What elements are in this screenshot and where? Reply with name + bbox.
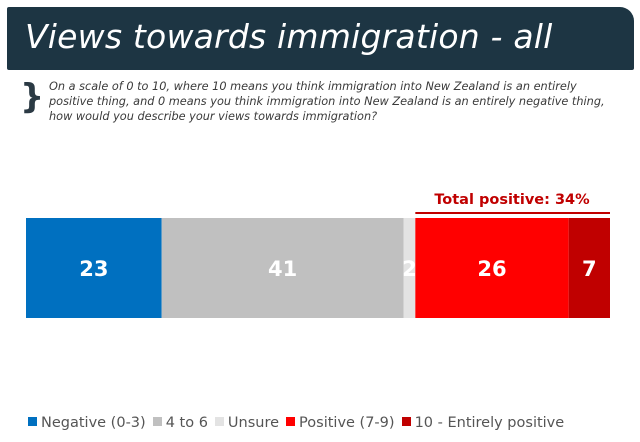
bar-data-label-4: 7 xyxy=(582,257,597,281)
legend-item-3: Positive (7-9) xyxy=(286,415,395,431)
legend-item-1: 4 to 6 xyxy=(152,415,208,431)
bar-data-labels: 23 41 2 26 7 xyxy=(79,257,596,281)
survey-question: On a scale of 0 to 10, where 10 means yo… xyxy=(49,80,605,123)
legend-item-0: Negative (0-3) xyxy=(28,415,146,431)
legend-label-1: 4 to 6 xyxy=(165,415,208,431)
bar-segment-3 xyxy=(415,218,569,318)
chart-legend: Negative (0-3) 4 to 6 Unsure Positive (7-9)… xyxy=(28,415,628,431)
legend-item-4: 10 - Entirely positive xyxy=(401,415,565,431)
legend-swatch-1 xyxy=(152,417,162,426)
brace-icon: } xyxy=(20,77,45,117)
legend-swatch-3 xyxy=(286,417,296,426)
bar-segment-0 xyxy=(26,218,162,318)
bar-segment-2 xyxy=(403,218,416,318)
bar-data-label-1: 41 xyxy=(268,257,297,281)
bar-segment-4 xyxy=(568,218,610,318)
bar-segments xyxy=(26,218,610,318)
bar-segment-1 xyxy=(161,218,404,318)
page-title: Views towards immigration - all xyxy=(25,17,553,56)
legend-label-4: 10 - Entirely positive xyxy=(414,415,565,431)
bar-data-label-0: 23 xyxy=(79,257,108,281)
bar-data-label-2: 2 xyxy=(402,257,417,281)
title-bar: Views towards immigration - all xyxy=(7,7,634,70)
legend-swatch-2 xyxy=(214,417,224,426)
bar-data-label-3: 26 xyxy=(477,257,506,281)
legend-swatch-0 xyxy=(28,417,37,426)
legend-label-3: Positive (7-9) xyxy=(299,415,395,431)
legend-label-2: Unsure xyxy=(227,415,280,431)
total-positive-annotation: Total positive: 34% xyxy=(434,192,590,208)
legend-item-2: Unsure xyxy=(214,415,280,431)
legend-label-0: Negative (0-3) xyxy=(41,415,146,431)
legend-swatch-4 xyxy=(401,417,411,426)
